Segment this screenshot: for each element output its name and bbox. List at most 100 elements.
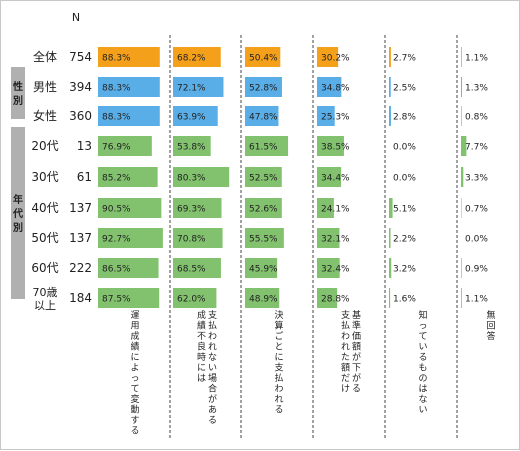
column-header-char: っ — [130, 374, 139, 384]
row-label: 男性 — [33, 80, 57, 94]
column-header-char: 額 — [352, 341, 361, 353]
column-header-char: 場 — [208, 372, 217, 384]
bar-value-label: 38.5% — [321, 143, 350, 153]
bar-value-label: 30.2% — [321, 54, 350, 64]
bar — [461, 288, 462, 308]
row-n-value: 394 — [69, 80, 92, 94]
bar-value-label: 68.2% — [177, 54, 206, 64]
column-header-char: も — [418, 363, 427, 374]
bar — [389, 106, 391, 126]
column-header-char: は — [197, 373, 206, 384]
column-header-char: と — [274, 342, 283, 353]
bar-value-label: 0.7% — [465, 205, 488, 215]
group-label-age-char: 別 — [12, 221, 23, 234]
column-header-char: な — [418, 394, 427, 405]
column-header-char: わ — [274, 384, 283, 395]
row-n-value: 222 — [69, 261, 92, 275]
column-header-char: 答 — [486, 330, 495, 342]
bar — [461, 106, 462, 126]
bar-value-label: 88.3% — [102, 84, 131, 94]
column-header-char: の — [418, 374, 427, 384]
column-header-char: 績 — [197, 320, 206, 332]
column-header-char: い — [208, 364, 217, 374]
column-header-char: 不 — [197, 331, 206, 342]
bar-value-label: 5.1% — [393, 205, 416, 215]
bar — [461, 258, 462, 278]
column-header-char: 成 — [197, 309, 206, 321]
column-header-char: な — [208, 352, 217, 363]
bar-value-label: 2.7% — [393, 54, 416, 64]
column-header-char: 変 — [130, 393, 139, 405]
column-header-char: 時 — [197, 352, 206, 363]
bar-value-label: 34.8% — [321, 84, 350, 94]
column-header-char: い — [418, 406, 427, 416]
column-header-char: だ — [341, 373, 350, 384]
column-header-char: 払 — [208, 320, 217, 332]
column-header-char: が — [352, 372, 361, 384]
group-label-age-char: 代 — [12, 207, 23, 220]
bar — [389, 228, 391, 248]
column-header-char: に — [130, 352, 139, 363]
column-header-char: っ — [418, 322, 427, 332]
row-n-value: 13 — [77, 139, 92, 153]
column-header-char: い — [418, 343, 427, 353]
bar-value-label: 0.8% — [465, 113, 488, 123]
bar-value-label: 0.0% — [393, 143, 416, 153]
bar-value-label: 1.3% — [465, 84, 488, 94]
column-header-char: 知 — [418, 309, 427, 321]
bar-value-label: 50.4% — [249, 54, 278, 64]
bar-value-label: 0.9% — [465, 265, 488, 275]
bar — [461, 167, 463, 187]
bar-value-label: 88.3% — [102, 113, 131, 123]
bar-value-label: 32.1% — [321, 235, 350, 245]
column-header-char: 支 — [341, 309, 350, 321]
column-header-char: れ — [208, 342, 217, 353]
column-header-char: 無 — [486, 309, 495, 321]
column-header-char: 運 — [130, 310, 139, 321]
bar-value-label: 24.1% — [321, 205, 350, 215]
column-header-char: 算 — [274, 320, 283, 332]
n-header: N — [72, 11, 80, 24]
bar-value-label: 62.0% — [177, 295, 206, 305]
bar-value-label: 1.6% — [393, 295, 416, 305]
bar-value-label: 63.9% — [177, 113, 206, 123]
column-header-char: 支 — [274, 362, 283, 374]
bar-value-label: 0.0% — [465, 235, 488, 245]
column-header-char: る — [352, 384, 361, 395]
row-n-value: 61 — [77, 170, 92, 184]
row-n-value: 360 — [69, 109, 92, 123]
column-header-char: れ — [274, 394, 283, 405]
bar — [461, 77, 462, 97]
bar-value-label: 88.3% — [102, 54, 131, 64]
group-box-gender — [11, 67, 25, 119]
bar-value-label: 32.4% — [321, 265, 350, 275]
column-header-char: 回 — [486, 321, 495, 332]
column-header-char: 合 — [208, 383, 217, 395]
column-header-char: 価 — [352, 330, 361, 342]
group-label-gender-char: 別 — [12, 94, 23, 107]
column-header-char: 良 — [197, 341, 206, 353]
column-header-char: に — [197, 363, 206, 374]
column-header-char: 準 — [352, 320, 361, 332]
row-label: 女性 — [33, 108, 57, 123]
row-label: 以上 — [34, 299, 56, 312]
column-header-char: 成 — [130, 330, 139, 342]
column-header-char: て — [418, 332, 427, 342]
bar-value-label: 70.8% — [177, 235, 206, 245]
column-header-char: 績 — [130, 341, 139, 353]
column-header-char: わ — [208, 331, 217, 342]
bar-value-label: 69.3% — [177, 205, 206, 215]
bar-value-label: 80.3% — [177, 174, 206, 184]
bar-value-label: 47.8% — [249, 113, 278, 123]
row-label: 40代 — [31, 201, 58, 215]
bar-value-label: 72.1% — [177, 84, 206, 94]
bar-value-label: 87.5% — [102, 295, 131, 305]
column-header-char: け — [341, 384, 350, 395]
bar-value-label: 28.8% — [321, 295, 350, 305]
column-header-char: 用 — [130, 321, 139, 332]
column-header-char: た — [341, 352, 350, 363]
column-header-char: れ — [341, 342, 350, 353]
bar-value-label: 34.4% — [321, 174, 350, 184]
row-label: 50代 — [31, 231, 58, 245]
